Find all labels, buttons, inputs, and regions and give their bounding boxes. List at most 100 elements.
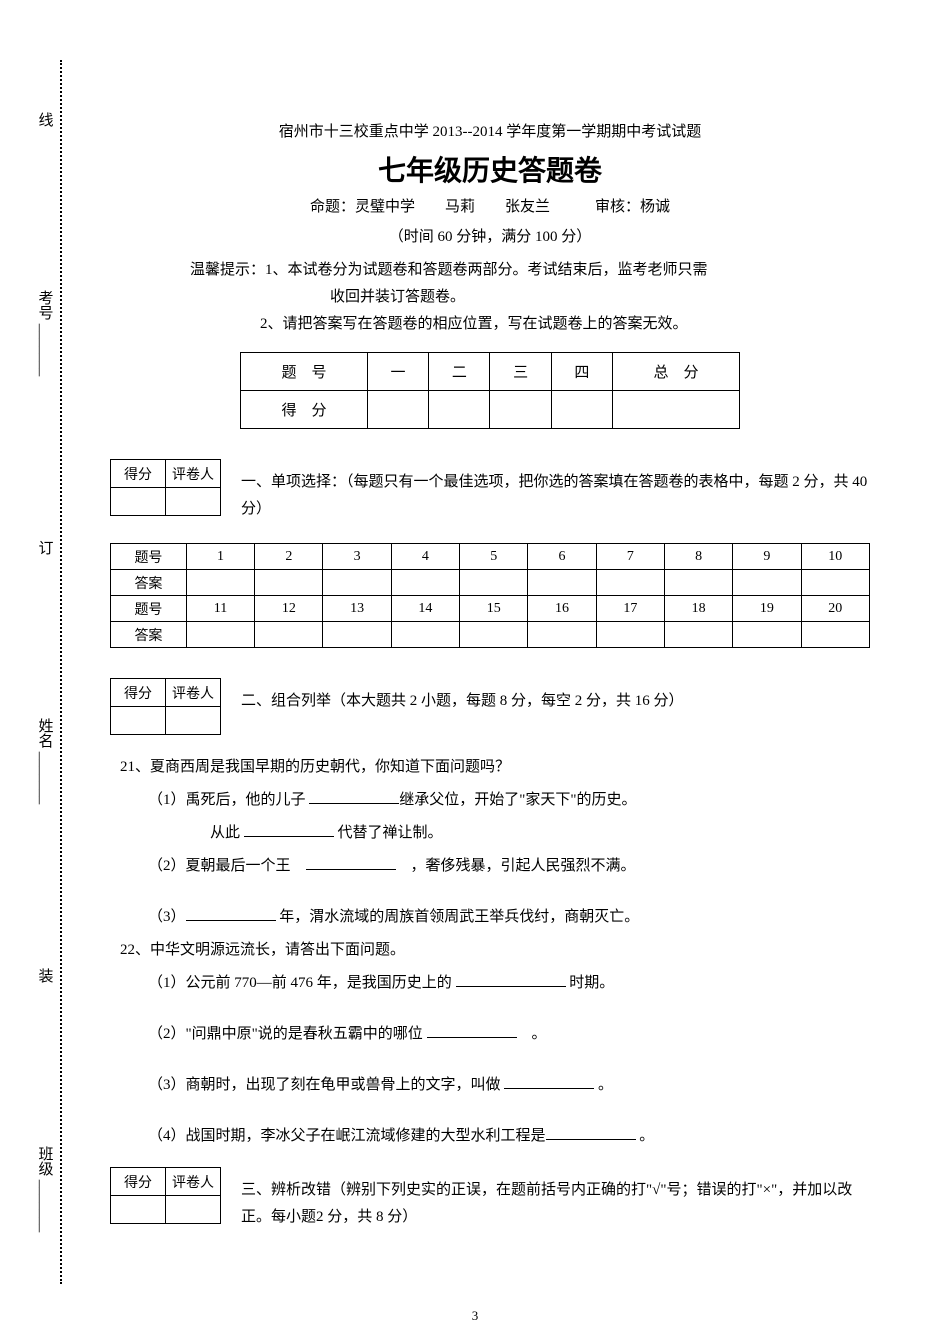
answer-table: 题号 1 2 3 4 5 6 7 8 9 10 答案 题号 11 12 13 1… xyxy=(110,543,870,648)
fill-blank xyxy=(244,836,334,837)
score-cell xyxy=(367,391,428,429)
q-num: 3 xyxy=(323,544,391,570)
a-cell xyxy=(664,622,732,648)
a-label: 答案 xyxy=(111,622,187,648)
question-content: 21、夏商西周是我国早期的历史朝代，你知道下面问题吗？ （1）禹死后，他的儿子 … xyxy=(110,751,870,1153)
q-num: 6 xyxy=(528,544,596,570)
section3-block: 得分 评卷人 三、辨析改错（辨别下列史实的正误，在题前括号内正确的打"√"号；错… xyxy=(110,1167,870,1231)
time-line: （时间 60 分钟，满分 100 分） xyxy=(110,225,870,249)
table-row: 题号 11 12 13 14 15 16 17 18 19 20 xyxy=(111,596,870,622)
binding-area: 线 考号 _______ 订 姓名 _______ 装 班级 _______ xyxy=(30,30,90,1314)
score-label: 得 分 xyxy=(241,391,368,429)
fill-blank xyxy=(186,920,276,921)
a-cell xyxy=(528,622,596,648)
table-row xyxy=(111,488,221,516)
table-row: 得分 评卷人 xyxy=(111,460,221,488)
binding-label-class: 班级 _______ xyxy=(35,1146,56,1232)
a-cell xyxy=(801,622,869,648)
tip-label: 温馨提示： xyxy=(190,262,265,278)
table-row: 答案 xyxy=(111,570,870,596)
q-label: 题号 xyxy=(111,596,187,622)
a-cell xyxy=(801,570,869,596)
a-cell xyxy=(596,622,664,648)
a-label: 答案 xyxy=(111,570,187,596)
scorebox-c2: 评卷人 xyxy=(166,1168,221,1196)
scorebox-c2: 评卷人 xyxy=(166,460,221,488)
score-cell xyxy=(490,391,551,429)
a-cell xyxy=(460,622,528,648)
q21-p3: （3） 年，渭水流域的周族首领周武王举兵伐纣，商朝灭亡。 xyxy=(120,901,870,934)
hdr-num: 题 号 xyxy=(241,353,368,391)
q-num: 5 xyxy=(460,544,528,570)
q-num: 17 xyxy=(596,596,664,622)
tips-block: 温馨提示：1、本试卷分为试题卷和答题卷两部分。考试结束后，监考老师只需 收回并装… xyxy=(110,257,870,338)
tip1b: 收回并装订答题卷。 xyxy=(190,284,870,311)
binding-word-bind: 订 xyxy=(35,540,56,555)
q-num: 4 xyxy=(391,544,459,570)
score-box: 得分 评卷人 xyxy=(110,1167,221,1224)
a-cell xyxy=(733,570,801,596)
table-row: 得分 评卷人 xyxy=(111,679,221,707)
hdr-total: 总 分 xyxy=(613,353,740,391)
a-cell xyxy=(391,622,459,648)
score-cell xyxy=(551,391,612,429)
exam-header: 宿州市十三校重点中学 2013--2014 学年度第一学期期中考试试题 xyxy=(110,120,870,141)
tip2: 2、请把答案写在答题卷的相应位置，写在试题卷上的答案无效。 xyxy=(190,311,870,338)
a-cell xyxy=(460,570,528,596)
table-row: 题号 1 2 3 4 5 6 7 8 9 10 xyxy=(111,544,870,570)
scorebox-cell xyxy=(166,707,221,735)
exam-title: 七年级历史答题卷 xyxy=(110,149,870,189)
q-num: 9 xyxy=(733,544,801,570)
q-num: 20 xyxy=(801,596,869,622)
score-box: 得分 评卷人 xyxy=(110,459,221,516)
fill-blank xyxy=(546,1139,636,1140)
page-number: 3 xyxy=(472,1308,479,1324)
dotted-line xyxy=(60,60,62,1284)
a-cell xyxy=(255,570,323,596)
fill-blank xyxy=(504,1088,594,1089)
table-row: 题 号 一 二 三 四 总 分 xyxy=(241,353,740,391)
table-row xyxy=(111,707,221,735)
section1-title: 一、单项选择：（每题只有一个最佳选项，把你选的答案填在答题卷的表格中，每题 2 … xyxy=(241,459,870,523)
q-num: 1 xyxy=(186,544,254,570)
a-cell xyxy=(733,622,801,648)
q22-p3: （3）商朝时，出现了刻在龟甲或兽骨上的文字，叫做 。 xyxy=(120,1069,870,1102)
author-line: 命题：灵璧中学 马莉 张友兰 审核：杨诚 xyxy=(110,195,870,219)
a-cell xyxy=(664,570,732,596)
fill-blank xyxy=(427,1037,517,1038)
a-cell xyxy=(391,570,459,596)
a-cell xyxy=(596,570,664,596)
scorebox-cell xyxy=(111,707,166,735)
q-num: 14 xyxy=(391,596,459,622)
q-num: 11 xyxy=(186,596,254,622)
score-cell xyxy=(613,391,740,429)
section3-title: 三、辨析改错（辨别下列史实的正误，在题前括号内正确的打"√"号；错误的打"×"，… xyxy=(241,1167,870,1231)
tip1: 1、本试卷分为试题卷和答题卷两部分。考试结束后，监考老师只需 xyxy=(265,262,708,278)
scorebox-c1: 得分 xyxy=(111,679,166,707)
q-num: 2 xyxy=(255,544,323,570)
binding-labels: 线 考号 _______ 订 姓名 _______ 装 班级 _______ xyxy=(30,30,60,1314)
a-cell xyxy=(323,570,391,596)
table-row: 答案 xyxy=(111,622,870,648)
section2-title: 二、组合列举（本大题共 2 小题，每题 8 分，每空 2 分，共 16 分） xyxy=(241,678,870,715)
q21-p1c: 从此 代替了禅让制。 xyxy=(120,817,870,850)
scorebox-c1: 得分 xyxy=(111,460,166,488)
q-num: 16 xyxy=(528,596,596,622)
binding-word-pack: 装 xyxy=(35,968,56,983)
q22-stem: 22、中华文明源远流长，请答出下面问题。 xyxy=(120,934,870,967)
binding-word-line: 线 xyxy=(35,112,56,127)
a-cell xyxy=(528,570,596,596)
hdr-3: 三 xyxy=(490,353,551,391)
score-cell xyxy=(429,391,490,429)
table-row: 得分 评卷人 xyxy=(111,1168,221,1196)
q21-p1: （1）禹死后，他的儿子 继承父位，开始了"家天下"的历史。 xyxy=(120,784,870,817)
section2-block: 得分 评卷人 二、组合列举（本大题共 2 小题，每题 8 分，每空 2 分，共 … xyxy=(110,678,870,735)
q-num: 15 xyxy=(460,596,528,622)
scorebox-cell xyxy=(111,488,166,516)
q-num: 10 xyxy=(801,544,869,570)
q-num: 12 xyxy=(255,596,323,622)
a-cell xyxy=(323,622,391,648)
q-label: 题号 xyxy=(111,544,187,570)
table-row xyxy=(111,1196,221,1224)
scorebox-cell xyxy=(166,488,221,516)
